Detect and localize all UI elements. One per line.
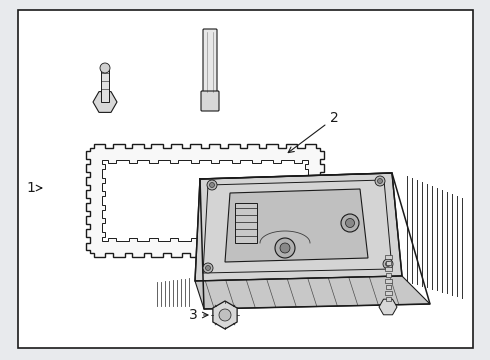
Circle shape: [210, 183, 215, 188]
FancyBboxPatch shape: [386, 273, 391, 277]
PathPatch shape: [102, 160, 308, 241]
Circle shape: [383, 259, 393, 269]
FancyBboxPatch shape: [386, 261, 391, 265]
FancyBboxPatch shape: [385, 279, 392, 283]
Polygon shape: [195, 173, 402, 281]
FancyBboxPatch shape: [101, 70, 109, 102]
FancyBboxPatch shape: [18, 10, 473, 348]
Circle shape: [205, 266, 211, 270]
Circle shape: [275, 238, 295, 258]
Circle shape: [341, 214, 359, 232]
Text: 3: 3: [189, 308, 208, 322]
PathPatch shape: [86, 144, 324, 257]
Circle shape: [386, 261, 391, 266]
FancyBboxPatch shape: [385, 255, 392, 259]
Circle shape: [207, 180, 217, 190]
Circle shape: [377, 179, 383, 184]
FancyBboxPatch shape: [386, 297, 391, 301]
FancyBboxPatch shape: [235, 203, 257, 243]
FancyBboxPatch shape: [385, 291, 392, 295]
Circle shape: [375, 176, 385, 186]
Polygon shape: [225, 189, 368, 262]
Circle shape: [219, 309, 231, 321]
Circle shape: [280, 243, 290, 253]
Circle shape: [345, 219, 354, 228]
Text: 1: 1: [26, 181, 42, 195]
Circle shape: [100, 63, 110, 73]
FancyBboxPatch shape: [201, 91, 219, 111]
FancyBboxPatch shape: [385, 267, 392, 271]
FancyBboxPatch shape: [386, 285, 391, 289]
Polygon shape: [195, 276, 430, 309]
Circle shape: [203, 263, 213, 273]
Text: 2: 2: [288, 111, 339, 153]
FancyBboxPatch shape: [203, 29, 217, 96]
